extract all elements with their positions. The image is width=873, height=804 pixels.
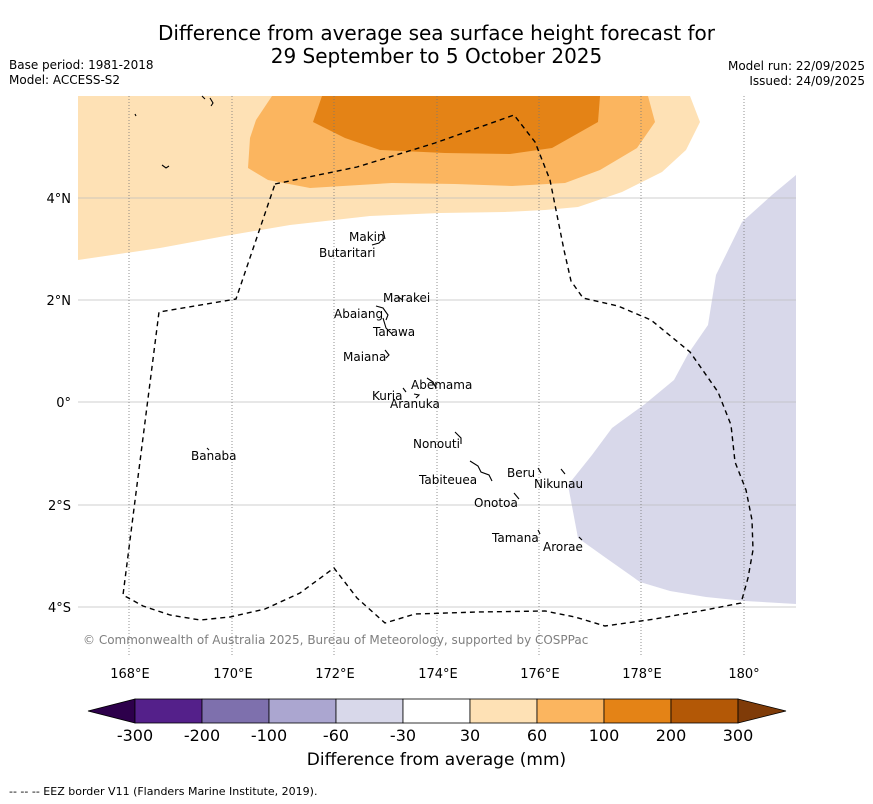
tamana-shape	[537, 529, 541, 535]
copyright-text: © Commonwealth of Australia 2025, Bureau…	[83, 633, 588, 647]
northern-islet-shape-3	[134, 113, 137, 117]
abemama-shape	[426, 377, 437, 389]
lat-label-2n: 2°N	[47, 294, 72, 309]
lon-label-172e: 172°E	[315, 667, 355, 682]
colorbar-cell	[670, 698, 739, 724]
colorbar-cell	[536, 698, 605, 724]
anomaly-neg60-neg30-region	[568, 175, 796, 604]
colorbar-tick-label: 200	[656, 726, 687, 745]
lon-labels: 168°E 170°E 172°E 174°E 176°E 178°E 180°	[110, 667, 759, 682]
island-label-nikunau: Nikunau	[534, 477, 583, 491]
nikunau-shape	[560, 468, 566, 475]
nonouti-shape	[454, 431, 462, 444]
maiana-shape	[384, 349, 390, 359]
banaba-shape	[206, 447, 210, 451]
colorbar-label: Difference from average (mm)	[306, 750, 567, 770]
tabiteuea-shape	[469, 460, 493, 482]
northern-islet-shape-2	[161, 164, 170, 169]
model-text: Model: ACCESS-S2	[9, 73, 121, 87]
island-label-butaritari: Butaritari	[319, 246, 376, 260]
colorbar-cell	[469, 698, 538, 724]
marakei-shape	[397, 296, 404, 301]
colorbar-tick-label: 30	[460, 726, 480, 745]
colorbar-tick-label: 300	[723, 726, 754, 745]
lon-label-174e: 174°E	[418, 667, 458, 682]
island-label-makin: Makin	[349, 230, 385, 244]
island-label-tabiteuea: Tabiteuea	[418, 473, 477, 487]
colorbar-extend-high	[737, 698, 787, 724]
colorbar: -300 -200 -100 -60 -30 30 60 100 200 300	[87, 698, 787, 745]
colorbar-tick-label: -60	[323, 726, 349, 745]
title-line-2: 29 September to 5 October 2025	[270, 44, 603, 68]
makin-shape	[382, 230, 386, 240]
base-period-text: Base period: 1981-2018	[9, 58, 154, 72]
lon-label-178e: 178°E	[622, 667, 662, 682]
onotoa-shape	[513, 492, 520, 500]
island-label-onotoa: Onotoa	[474, 496, 518, 510]
colorbar-tick-label: 100	[589, 726, 620, 745]
island-label-beru: Beru	[507, 466, 535, 480]
island-label-maiana: Maiana	[343, 350, 386, 364]
colorbar-tick-label: -300	[117, 726, 153, 745]
island-label-tamana: Tamana	[491, 531, 539, 545]
colorbar-tick-label: 60	[527, 726, 547, 745]
island-label-marakei: Marakei	[383, 291, 430, 305]
island-shapes	[134, 95, 583, 541]
northern-islet-shape-4	[201, 95, 206, 100]
island-label-kuria: Kuria	[372, 389, 403, 403]
island-label-nonouti: Nonouti	[413, 437, 460, 451]
island-label-arorae: Arorae	[543, 540, 583, 554]
lat-label-4s: 4°S	[48, 601, 71, 616]
base-model-info: Base period: 1981-2018 Model: ACCESS-S2	[9, 58, 154, 88]
island-label-abemama: Abemama	[411, 378, 472, 392]
issued-text: Issued: 24/09/2025	[749, 74, 865, 88]
model-run-text: Model run: 22/09/2025	[727, 59, 865, 73]
island-label-aranuka: Aranuka	[390, 397, 440, 411]
map-title: Difference from average sea surface heig…	[0, 22, 873, 68]
arorae-shape	[578, 536, 583, 541]
eez-border	[122, 114, 754, 627]
island-label-tarawa: Tarawa	[372, 325, 415, 339]
lat-label-2s: 2°S	[48, 499, 71, 514]
lon-label-180: 180°	[728, 667, 759, 682]
colorbar-tick-label: -100	[251, 726, 287, 745]
aranuka-shape	[413, 393, 421, 399]
colorbar-cell	[134, 698, 203, 724]
title-line-1: Difference from average sea surface heig…	[157, 21, 716, 45]
lon-label-170e: 170°E	[213, 667, 253, 682]
lat-label-0: 0°	[56, 396, 71, 411]
butaritari-shape	[371, 237, 385, 246]
anomaly-fields	[78, 96, 796, 604]
colorbar-tick-label: -30	[390, 726, 416, 745]
eez-source-note: -- -- -- EEZ border V11 (Flanders Marine…	[9, 785, 318, 798]
colorbar-cell	[335, 698, 404, 724]
colorbar-extend-low	[87, 698, 136, 724]
colorbar-cell	[402, 698, 471, 724]
lat-labels: 4°N 2°N 0° 2°S 4°S	[47, 192, 72, 616]
lon-label-176e: 176°E	[520, 667, 560, 682]
island-label-abaiang: Abaiang	[334, 307, 383, 321]
island-labels: Makin Butaritari Marakei Abaiang Tarawa …	[191, 230, 583, 554]
island-label-banaba: Banaba	[191, 449, 237, 463]
run-issue-info: Model run: 22/09/2025 Issued: 24/09/2025	[728, 59, 865, 89]
lat-label-4n: 4°N	[47, 192, 72, 207]
beru-shape	[537, 467, 542, 474]
kuria-shape	[402, 387, 407, 393]
colorbar-tick-label: -200	[184, 726, 220, 745]
tarawa-shape	[382, 317, 393, 335]
colorbar-cell	[603, 698, 672, 724]
northern-islet-shape	[209, 97, 214, 107]
anomaly-100-200-region	[313, 96, 600, 154]
colorbar-cell	[201, 698, 270, 724]
abaiang-shape	[375, 305, 389, 321]
lon-label-168e: 168°E	[110, 667, 150, 682]
graticule	[78, 96, 796, 656]
colorbar-cell	[268, 698, 337, 724]
